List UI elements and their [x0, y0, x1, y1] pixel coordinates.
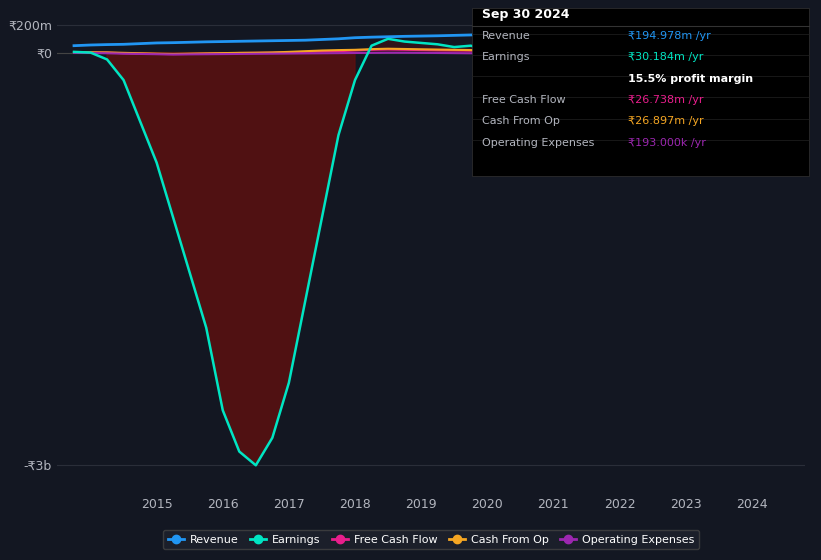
Text: ₹194.978m /yr: ₹194.978m /yr: [628, 31, 711, 41]
Text: Operating Expenses: Operating Expenses: [482, 138, 594, 148]
Text: Sep 30 2024: Sep 30 2024: [482, 8, 570, 21]
Text: ₹26.897m /yr: ₹26.897m /yr: [628, 116, 704, 127]
Text: Earnings: Earnings: [482, 53, 530, 63]
Legend: Revenue, Earnings, Free Cash Flow, Cash From Op, Operating Expenses: Revenue, Earnings, Free Cash Flow, Cash …: [163, 530, 699, 549]
Text: Free Cash Flow: Free Cash Flow: [482, 95, 566, 105]
Text: ₹193.000k /yr: ₹193.000k /yr: [628, 138, 706, 148]
Text: Cash From Op: Cash From Op: [482, 116, 560, 127]
Text: Revenue: Revenue: [482, 31, 530, 41]
Text: 15.5% profit margin: 15.5% profit margin: [628, 74, 753, 84]
Text: ₹26.738m /yr: ₹26.738m /yr: [628, 95, 704, 105]
Text: ₹30.184m /yr: ₹30.184m /yr: [628, 53, 704, 63]
